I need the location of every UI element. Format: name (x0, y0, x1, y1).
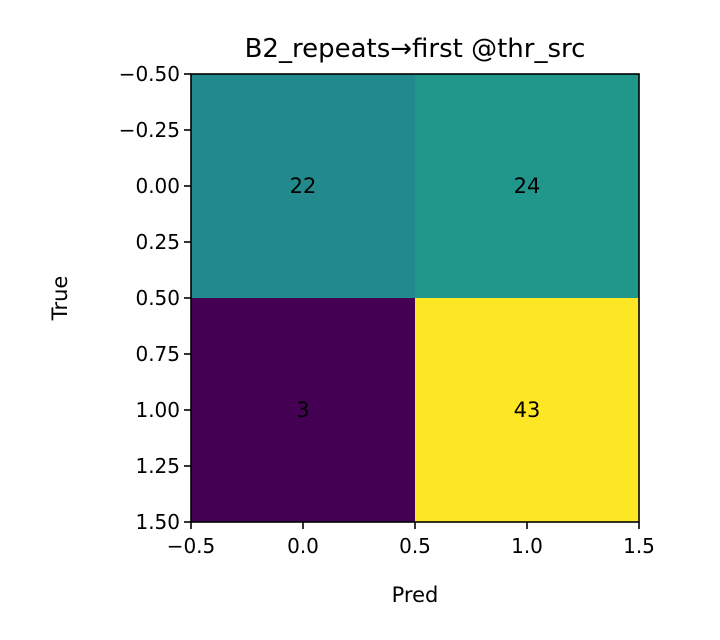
y-tick-label: −0.50 (119, 62, 180, 86)
heatmap-cell-1-0 (191, 298, 415, 522)
cell-value-label-1-0: 3 (296, 398, 309, 422)
x-tick-label: 0.0 (287, 534, 319, 558)
y-tick-label: 1.00 (135, 398, 180, 422)
cell-value-label-0-1: 24 (514, 174, 541, 198)
y-tick-label: 0.00 (135, 174, 180, 198)
y-tick-label: 0.50 (135, 286, 180, 310)
cell-value-label-0-0: 22 (290, 174, 317, 198)
cell-value-label-1-1: 43 (514, 398, 541, 422)
x-tick-label: 0.5 (399, 534, 431, 558)
x-axis-label: Pred (392, 583, 439, 607)
x-tick-label: −0.5 (167, 534, 216, 558)
heatmap-cell-0-1 (415, 74, 639, 298)
cell-value-labels: 22 24 3 43 (290, 174, 541, 422)
y-tick-label: 1.50 (135, 510, 180, 534)
y-tick-label: 1.25 (135, 454, 180, 478)
x-axis-ticks: −0.5 0.0 0.5 1.0 1.5 (167, 522, 655, 558)
y-tick-label: 0.25 (135, 230, 180, 254)
y-axis-ticks: −0.50 −0.25 0.00 0.25 0.50 0.75 1.00 1.25 1.50 (119, 62, 191, 534)
y-tick-label: 0.75 (135, 342, 180, 366)
y-tick-label: −0.25 (119, 118, 180, 142)
heatmap-cell-1-1 (415, 298, 639, 522)
heatmap-cell-0-0 (191, 74, 415, 298)
y-axis-label: True (48, 276, 72, 322)
heatmap-cells (191, 74, 639, 522)
x-tick-label: 1.0 (511, 534, 543, 558)
chart-title: B2_repeats→first @thr_src (245, 34, 586, 64)
x-tick-label: 1.5 (623, 534, 655, 558)
